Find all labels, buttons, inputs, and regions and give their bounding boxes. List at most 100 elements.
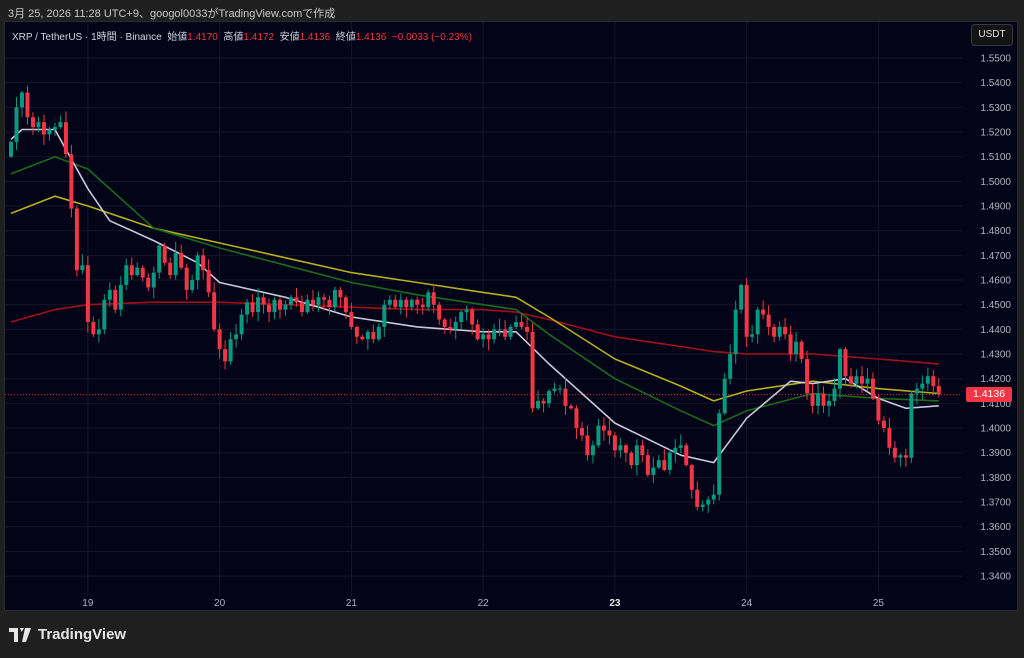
chart-panel[interactable]: 1.5500 1.5400 1.5300 1.5200 1.5100 1.5000 1.49… (4, 21, 1018, 611)
candle-body (667, 452, 672, 470)
candle-body (876, 398, 881, 421)
candle-body (96, 329, 101, 335)
brand-name: TradingView (38, 626, 127, 643)
candle-body (848, 376, 853, 384)
candle-body (925, 376, 930, 384)
x-tick-label: 19 (82, 598, 94, 609)
candle-body (733, 309, 738, 355)
candle-body (695, 489, 700, 507)
y-tick-label: 1.5300 (980, 103, 1011, 114)
candle-body (590, 445, 595, 456)
candle-body (558, 388, 562, 390)
candle-body (547, 391, 552, 404)
candle-body (585, 435, 590, 456)
candle-body (278, 299, 283, 310)
candle-body (645, 455, 650, 475)
price-chart[interactable]: 1.5500 1.5400 1.5300 1.5200 1.5100 1.5000 1.49… (5, 22, 1017, 610)
open-label: 始値 (167, 32, 188, 43)
candle-body (651, 467, 656, 475)
y-tick-label: 1.4900 (980, 202, 1011, 213)
candle-body (234, 334, 239, 340)
currency-button[interactable]: USDT (971, 24, 1013, 46)
x-tick-label: 25 (873, 598, 885, 609)
candle-body (799, 341, 804, 359)
high-label: 高値 (223, 32, 244, 43)
candle-body (821, 393, 826, 406)
candle-body (107, 289, 112, 300)
y-tick-label: 1.5000 (980, 177, 1011, 188)
candle-body (294, 297, 299, 303)
candle-body (574, 408, 579, 429)
candle-body (327, 299, 332, 308)
y-tick-label: 1.3400 (980, 572, 1011, 583)
candle-body (837, 349, 842, 389)
candle-body (706, 499, 711, 505)
candle-body (629, 452, 634, 466)
y-tick-label: 1.3500 (980, 547, 1011, 558)
candle-body (552, 388, 557, 392)
candle-body (250, 302, 255, 313)
y-tick-label: 1.4500 (980, 300, 1011, 311)
candle-body (426, 292, 431, 308)
candle-body (228, 339, 233, 362)
y-tick-label: 1.4200 (980, 374, 1011, 385)
candle-body (30, 117, 35, 128)
candle-body (201, 255, 206, 271)
moving-average-line (10, 195, 939, 402)
candle-body (212, 292, 217, 330)
candle-body (124, 265, 129, 285)
candle-body (162, 245, 167, 263)
low-label: 安値 (279, 32, 300, 43)
candle-body (146, 277, 151, 288)
y-tick-label: 1.3800 (980, 473, 1011, 484)
tradingview-logo[interactable]: TradingView (9, 626, 126, 643)
candle-body (722, 378, 727, 414)
candle-body (52, 127, 57, 130)
candle-body (409, 299, 414, 308)
candle-body (310, 299, 315, 305)
y-tick-label: 1.5400 (980, 78, 1011, 89)
candle-body (903, 455, 908, 458)
candle-body (14, 107, 19, 142)
y-tick-label: 1.4800 (980, 226, 1011, 237)
candle-body (151, 272, 156, 288)
candle-body (135, 267, 140, 276)
candle-body (41, 122, 46, 135)
candle-body (19, 92, 24, 108)
candle-body (25, 92, 30, 118)
candle-body (168, 262, 173, 276)
y-tick-label: 1.4400 (980, 325, 1011, 336)
candle-body (684, 445, 689, 466)
candle-body (634, 445, 639, 466)
candle-body (563, 388, 568, 406)
candle-body (475, 324, 480, 340)
candle-body (74, 208, 79, 271)
candle-body (464, 309, 469, 313)
candle-body (689, 465, 694, 490)
candle-body (881, 420, 886, 429)
candle-body (530, 331, 535, 409)
symbol-info[interactable]: XRP / TetherUS · 1時間 · Binance (12, 32, 162, 43)
candle-body (305, 299, 310, 313)
candle-body (920, 383, 925, 389)
close-label: 終値 (335, 32, 356, 43)
candle-body (332, 289, 337, 308)
candle-body (865, 378, 870, 384)
candle-body (157, 245, 162, 273)
candle-body (788, 334, 793, 355)
candle-body (541, 400, 546, 404)
candle-body (662, 460, 667, 470)
candle-body (459, 312, 464, 322)
candle-body (618, 445, 623, 451)
candle-body (321, 297, 326, 300)
moving-average-line (10, 301, 939, 365)
moving-average-line (10, 128, 939, 464)
candle-body (640, 445, 645, 456)
candle-body (129, 265, 134, 276)
candle-body (365, 331, 370, 340)
candle-body (519, 321, 524, 327)
candle-body (9, 141, 13, 157)
candle-body (387, 299, 392, 305)
candle-body (360, 336, 365, 340)
candle-body (190, 280, 195, 290)
